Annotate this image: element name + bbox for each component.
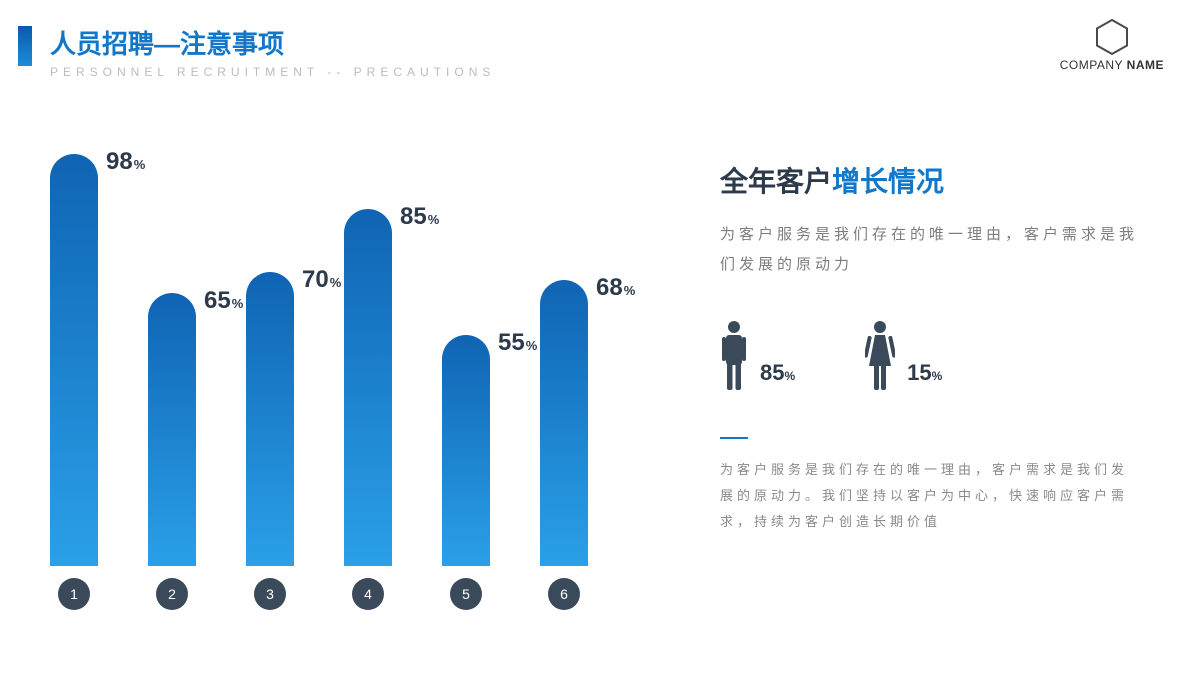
header-text: 人员招聘—注意事项 PERSONNEL RECRUITMENT -- PRECA…	[50, 24, 495, 79]
female-icon	[865, 320, 895, 392]
male-icon	[720, 320, 748, 392]
bar-index: 5	[450, 578, 482, 610]
bar-wrap: 85%4	[344, 209, 392, 610]
female-value: 15%	[907, 360, 942, 392]
bar-index: 1	[58, 578, 90, 610]
header-accent-bar	[18, 26, 32, 66]
bar-wrap: 55%5	[442, 335, 490, 610]
bar-chart: 98%165%270%385%455%568%6	[50, 150, 650, 610]
logo-text-light: COMPANY	[1060, 58, 1127, 72]
bar: 70%	[246, 272, 294, 566]
bar-value-label: 98%	[106, 148, 145, 176]
bar-wrap: 70%3	[246, 272, 294, 610]
bar-value-label: 68%	[596, 274, 635, 302]
divider	[720, 437, 748, 439]
male-value: 85%	[760, 360, 795, 392]
bar-wrap: 65%2	[148, 293, 196, 610]
hexagon-icon	[1095, 18, 1129, 56]
bar-index: 6	[548, 578, 580, 610]
title-en: PERSONNEL RECRUITMENT -- PRECAUTIONS	[50, 65, 495, 79]
bar: 85%	[344, 209, 392, 566]
bar: 68%	[540, 280, 588, 566]
bar-value-label: 55%	[498, 329, 537, 357]
bar-index: 4	[352, 578, 384, 610]
bar: 55%	[442, 335, 490, 566]
title-dark: 全年客户	[720, 166, 832, 197]
bar-value-label: 65%	[204, 287, 243, 315]
bar-index: 2	[156, 578, 188, 610]
female-stat: 15%	[865, 320, 942, 392]
panel-title: 全年客户增长情况	[720, 160, 1140, 200]
bar: 98%	[50, 154, 98, 566]
logo-text-bold: NAME	[1127, 58, 1164, 72]
bar-value-label: 85%	[400, 203, 439, 231]
bar-index: 3	[254, 578, 286, 610]
title-cn: 人员招聘—注意事项	[50, 24, 495, 61]
bar-value-label: 70%	[302, 266, 341, 294]
right-panel: 全年客户增长情况 为客户服务是我们存在的唯一理由，客户需求是我们发展的原动力 8…	[720, 160, 1140, 535]
title-accent: 增长情况	[832, 166, 944, 197]
panel-subtitle: 为客户服务是我们存在的唯一理由，客户需求是我们发展的原动力	[720, 220, 1140, 280]
male-stat: 85%	[720, 320, 795, 392]
bar-wrap: 68%6	[540, 280, 588, 610]
bar: 65%	[148, 293, 196, 566]
people-stats: 85% 15%	[720, 320, 1140, 392]
slide-header: 人员招聘—注意事项 PERSONNEL RECRUITMENT -- PRECA…	[18, 24, 495, 79]
bar-wrap: 98%1	[50, 154, 98, 610]
company-logo: COMPANY NAME	[1060, 18, 1164, 72]
panel-body: 为客户服务是我们存在的唯一理由，客户需求是我们发展的原动力。我们坚持以客户为中心…	[720, 457, 1140, 535]
logo-text: COMPANY NAME	[1060, 58, 1164, 72]
